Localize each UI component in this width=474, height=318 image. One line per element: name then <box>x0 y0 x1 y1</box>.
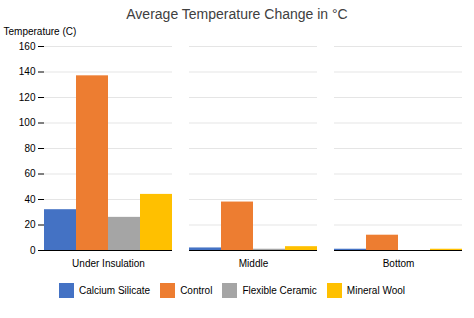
html-text:Flexible Ceramic: Flexible Ceramic <box>242 285 317 296</box>
html-text:Control: Control <box>180 285 213 296</box>
svg-text:120: 120 <box>19 92 36 103</box>
svg-text:80: 80 <box>24 143 36 154</box>
html-text:Mineral Wool: Mineral Wool <box>346 285 405 296</box>
html-text:Calcium Silicate: Calcium Silicate <box>79 285 151 296</box>
svg-text:140: 140 <box>19 66 36 77</box>
svg-text:60: 60 <box>24 168 36 179</box>
svg-text:40: 40 <box>24 194 36 205</box>
svg-text:Bottom: Bottom <box>383 258 415 269</box>
svg-text:Middle: Middle <box>239 258 269 269</box>
svg-text:Under Insulation: Under Insulation <box>72 258 145 269</box>
svg-text:20: 20 <box>24 219 36 230</box>
html-text:Average Temperature Change in: Average Temperature Change in °C <box>126 6 348 22</box>
svg-text:Temperature (C): Temperature (C) <box>4 26 77 37</box>
svg-text:160: 160 <box>19 41 36 52</box>
svg-text:0: 0 <box>30 245 36 256</box>
svg-text:100: 100 <box>19 117 36 128</box>
